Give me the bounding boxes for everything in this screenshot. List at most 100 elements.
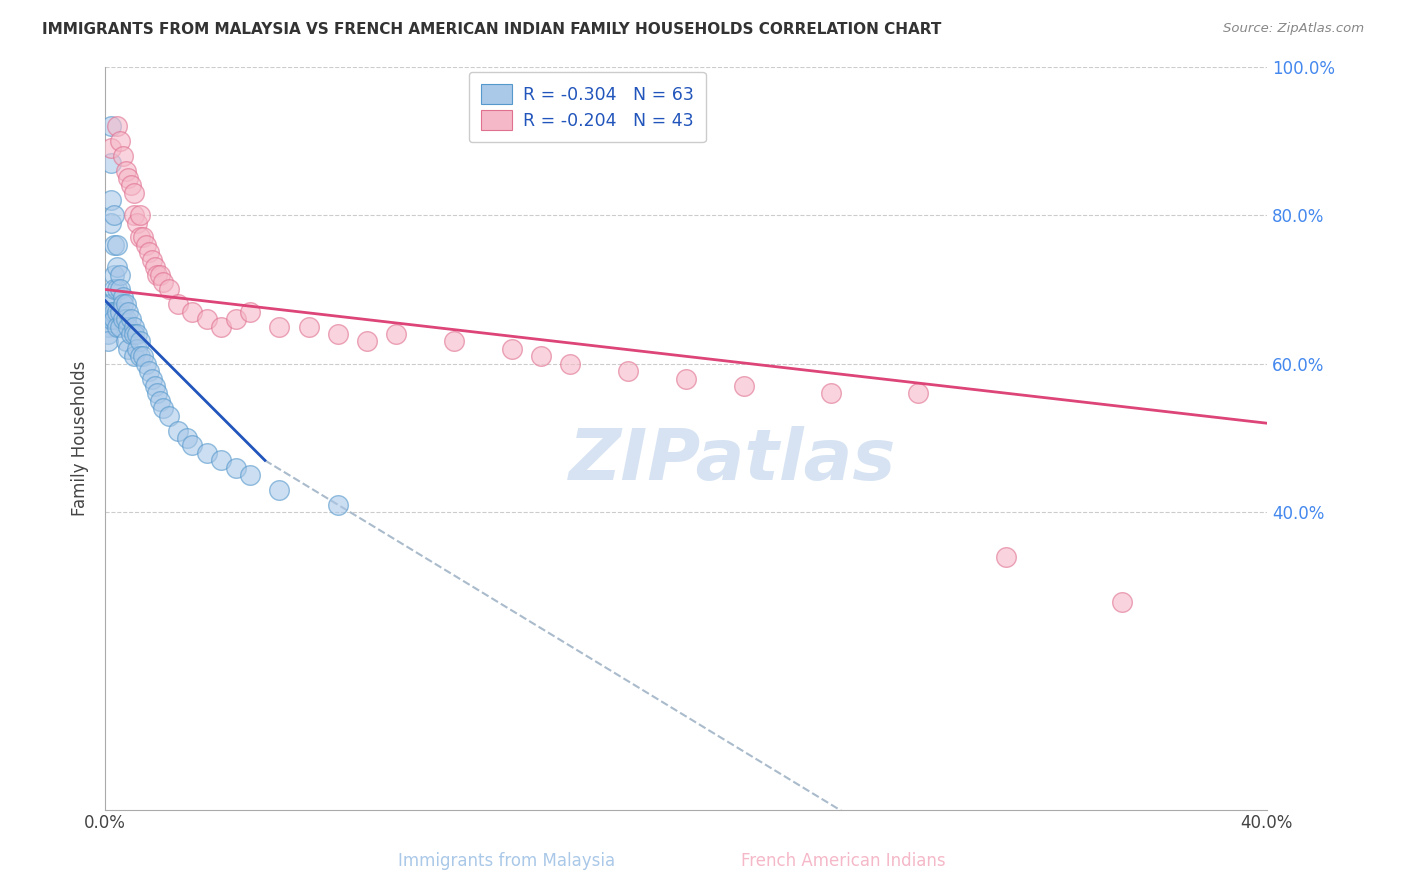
Point: [269, 483, 291, 497]
Point: [326, 498, 349, 512]
Point: [135, 238, 157, 252]
Point: [103, 305, 125, 319]
Point: [120, 327, 142, 342]
Point: [120, 312, 142, 326]
Y-axis label: Family Households: Family Households: [72, 360, 89, 516]
Point: [122, 319, 145, 334]
Point: [209, 453, 232, 467]
Point: [117, 171, 139, 186]
Point: [100, 141, 122, 155]
Point: [443, 334, 465, 349]
Point: [195, 446, 218, 460]
Point: [501, 342, 523, 356]
Point: [297, 319, 319, 334]
Point: [127, 342, 149, 356]
Point: [114, 312, 136, 326]
Point: [105, 305, 128, 319]
Point: [111, 149, 134, 163]
Point: [122, 208, 145, 222]
Point: [127, 327, 149, 342]
Point: [114, 334, 136, 349]
Point: [239, 468, 262, 483]
Point: [530, 349, 553, 363]
Point: [617, 364, 640, 378]
Point: [143, 379, 166, 393]
Point: [108, 283, 131, 297]
Point: [239, 305, 262, 319]
Point: [97, 327, 120, 342]
Point: [100, 297, 122, 311]
Point: [141, 252, 163, 267]
Point: [149, 268, 172, 282]
Text: IMMIGRANTS FROM MALAYSIA VS FRENCH AMERICAN INDIAN FAMILY HOUSEHOLDS CORRELATION: IMMIGRANTS FROM MALAYSIA VS FRENCH AMERI…: [42, 22, 942, 37]
Point: [132, 349, 155, 363]
Point: [166, 297, 188, 311]
Point: [114, 297, 136, 311]
Point: [225, 460, 247, 475]
Point: [356, 334, 378, 349]
Point: [105, 238, 128, 252]
Point: [129, 349, 152, 363]
Point: [97, 297, 120, 311]
Point: [820, 386, 842, 401]
Point: [152, 275, 174, 289]
Point: [907, 386, 929, 401]
Point: [141, 371, 163, 385]
Point: [129, 230, 152, 244]
Point: [108, 319, 131, 334]
Point: [100, 119, 122, 133]
Point: [166, 424, 188, 438]
Point: [149, 393, 172, 408]
Point: [105, 319, 128, 334]
Point: [111, 312, 134, 326]
Point: [138, 245, 160, 260]
Point: [100, 305, 122, 319]
Point: [675, 371, 697, 385]
Point: [122, 186, 145, 200]
Point: [181, 305, 204, 319]
Point: [135, 357, 157, 371]
Point: [103, 283, 125, 297]
Point: [146, 386, 169, 401]
Text: Source: ZipAtlas.com: Source: ZipAtlas.com: [1223, 22, 1364, 36]
Point: [209, 319, 232, 334]
Point: [100, 312, 122, 326]
Point: [111, 297, 134, 311]
Point: [269, 319, 291, 334]
Point: [129, 334, 152, 349]
Text: ZIPatlas: ZIPatlas: [569, 425, 896, 495]
Point: [733, 379, 755, 393]
Point: [103, 208, 125, 222]
Point: [176, 431, 198, 445]
Point: [111, 290, 134, 304]
Point: [117, 305, 139, 319]
Point: [100, 194, 122, 208]
Point: [105, 119, 128, 133]
Point: [326, 327, 349, 342]
Point: [97, 334, 120, 349]
Point: [152, 401, 174, 416]
Point: [558, 357, 581, 371]
Text: French American Indians: French American Indians: [741, 852, 946, 870]
Point: [100, 216, 122, 230]
Point: [103, 238, 125, 252]
Point: [143, 260, 166, 275]
Point: [108, 305, 131, 319]
Point: [108, 134, 131, 148]
Point: [127, 216, 149, 230]
Point: [122, 327, 145, 342]
Point: [129, 208, 152, 222]
Point: [384, 327, 406, 342]
Point: [117, 342, 139, 356]
Point: [138, 364, 160, 378]
Point: [117, 319, 139, 334]
Point: [181, 438, 204, 452]
Text: Immigrants from Malaysia: Immigrants from Malaysia: [398, 852, 614, 870]
Point: [105, 283, 128, 297]
Point: [132, 230, 155, 244]
Legend: R = -0.304   N = 63, R = -0.204   N = 43: R = -0.304 N = 63, R = -0.204 N = 43: [468, 71, 706, 142]
Point: [103, 268, 125, 282]
Point: [994, 549, 1017, 564]
Point: [1111, 594, 1133, 608]
Point: [225, 312, 247, 326]
